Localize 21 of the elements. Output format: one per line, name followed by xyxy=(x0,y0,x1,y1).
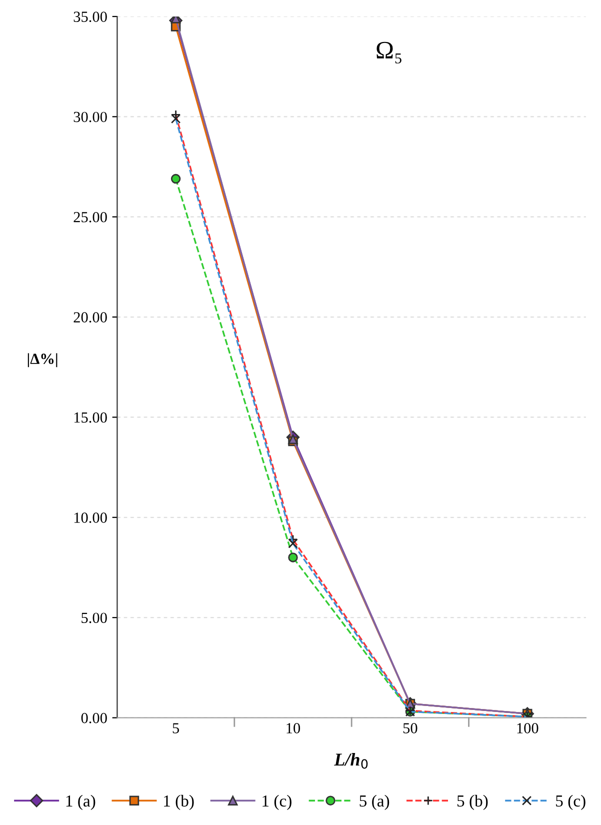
legend-label: 1 (b) xyxy=(164,794,194,810)
legend-label: 5 (a) xyxy=(360,794,390,810)
x-tick-label: 10 xyxy=(286,723,300,734)
y-tick-label: 20.00 xyxy=(74,312,107,323)
x-tick-label: 5 xyxy=(172,723,180,734)
y-tick-label: 5.00 xyxy=(82,612,107,624)
legend-label: 1 (a) xyxy=(66,794,96,810)
x-axis-title: L/h$_{0}$ xyxy=(334,753,368,769)
x-tick-label: 100 xyxy=(517,723,538,734)
y-tick-label: 25.00 xyxy=(74,212,107,222)
text: Ω₅ xyxy=(376,42,402,64)
y-tick-label: 10.00 xyxy=(74,512,107,523)
legend-label: 1 (c) xyxy=(262,794,292,810)
y-tick-label: 35.00 xyxy=(74,12,107,22)
x-tick-label: 50 xyxy=(403,723,418,734)
legend-label: 5 (c) xyxy=(556,794,586,810)
y-tick-label: 30.00 xyxy=(74,112,107,122)
legend-label: 5 (b) xyxy=(457,794,488,810)
y-axis-title: |Δ%| xyxy=(28,353,58,368)
y-tick-label: 0.00 xyxy=(81,712,107,724)
y-tick-label: 15.00 xyxy=(74,412,107,423)
